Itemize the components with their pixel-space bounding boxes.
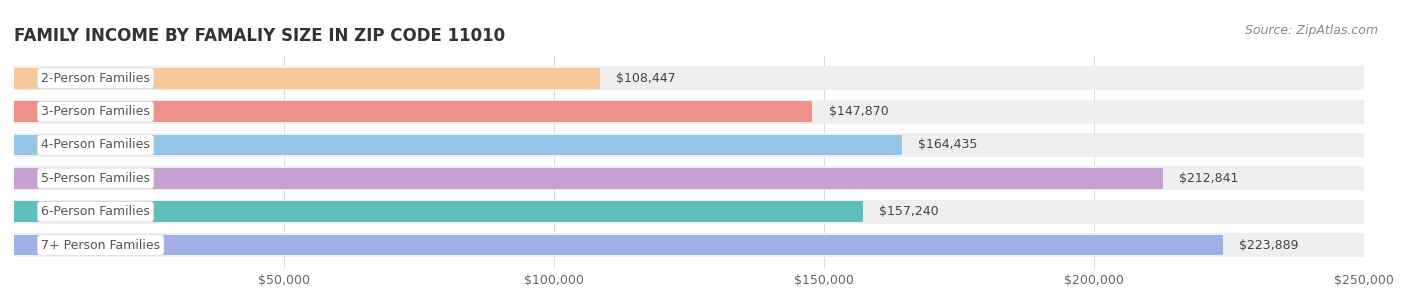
Bar	[14, 68, 599, 88]
Bar	[14, 133, 1364, 157]
Bar	[14, 201, 863, 222]
Bar	[14, 168, 1163, 189]
Text: Source: ZipAtlas.com: Source: ZipAtlas.com	[1244, 24, 1378, 38]
Text: 4-Person Families: 4-Person Families	[41, 138, 150, 152]
Bar	[14, 200, 1364, 224]
Text: 6-Person Families: 6-Person Families	[41, 205, 150, 218]
Text: FAMILY INCOME BY FAMALIY SIZE IN ZIP CODE 11010: FAMILY INCOME BY FAMALIY SIZE IN ZIP COD…	[14, 27, 505, 45]
Bar	[14, 235, 1223, 255]
Bar	[14, 66, 1364, 90]
Text: $108,447: $108,447	[616, 72, 675, 85]
Text: 7+ Person Families: 7+ Person Families	[41, 239, 160, 252]
Text: $164,435: $164,435	[918, 138, 977, 152]
Text: 2-Person Families: 2-Person Families	[41, 72, 150, 85]
Text: 3-Person Families: 3-Person Families	[41, 105, 150, 118]
Bar	[14, 166, 1364, 190]
Text: $147,870: $147,870	[828, 105, 889, 118]
Text: $212,841: $212,841	[1180, 172, 1239, 185]
Text: $157,240: $157,240	[879, 205, 939, 218]
Bar	[14, 100, 1364, 124]
Bar	[14, 135, 901, 155]
Bar	[14, 101, 813, 122]
Text: $223,889: $223,889	[1239, 239, 1299, 252]
Bar	[14, 233, 1364, 257]
Text: 5-Person Families: 5-Person Families	[41, 172, 150, 185]
